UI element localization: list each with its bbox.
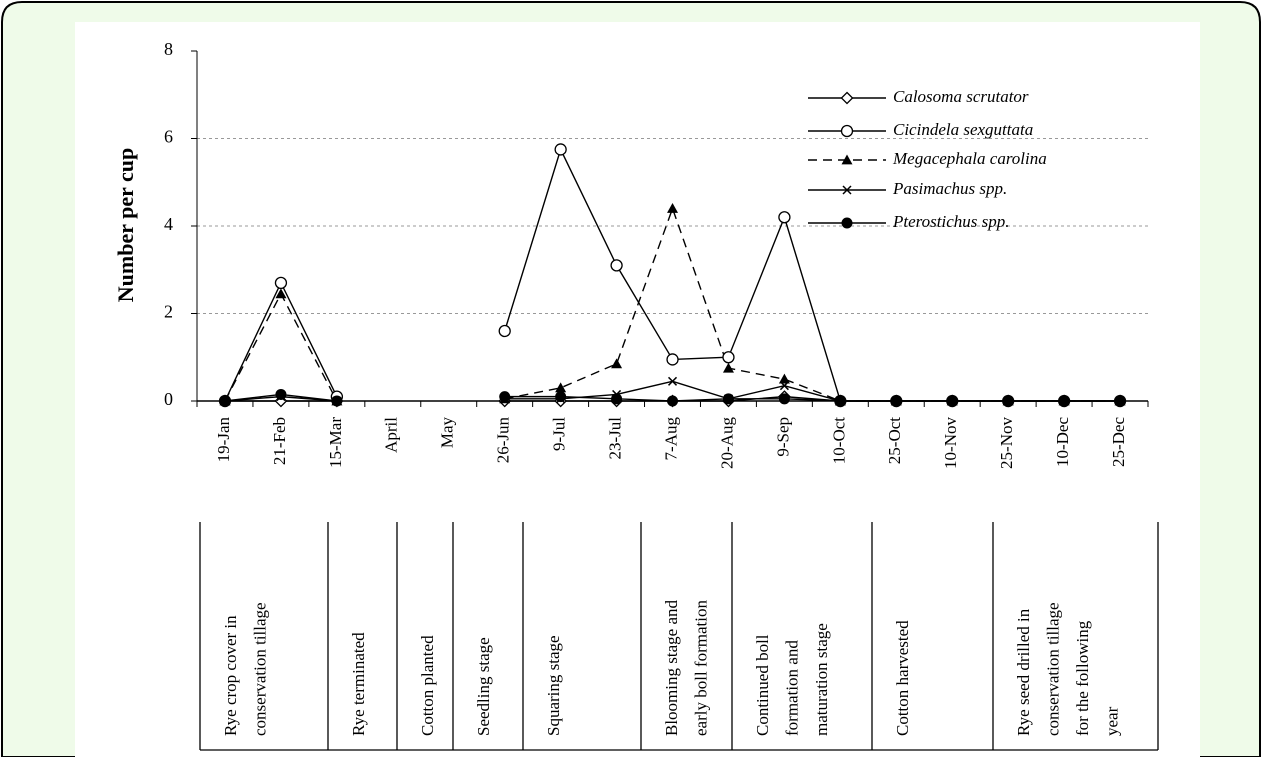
x-tick-label: 20-Aug: [717, 417, 736, 469]
y-tick-label: 2: [164, 302, 173, 322]
x-tick-label: 23-Jul: [605, 417, 624, 460]
marker: [1002, 395, 1014, 407]
marker: [667, 203, 679, 213]
marker: [219, 395, 231, 407]
marker: [722, 351, 735, 364]
x-tick-label: May: [438, 417, 457, 449]
marker: [274, 276, 288, 290]
marker: [554, 143, 567, 156]
x-tick-label: 7-Aug: [661, 417, 680, 461]
marker: [275, 388, 287, 400]
marker: [778, 373, 790, 384]
legend-marker: [840, 91, 854, 105]
marker: [498, 324, 511, 338]
marker: [667, 395, 679, 407]
stage-label: Continued boll: [753, 634, 772, 736]
marker: [722, 393, 734, 405]
y-tick-label: 6: [164, 127, 173, 147]
stage-label: Cotton harvested: [893, 620, 912, 736]
x-tick-label: 25-Nov: [997, 417, 1016, 469]
legend-marker: [840, 124, 854, 138]
stage-label: Blooming stage and: [662, 600, 681, 736]
x-tick-label: 10-Dec: [1053, 417, 1072, 467]
marker: [275, 288, 287, 299]
stage-label: Rye terminated: [349, 632, 368, 736]
marker: [611, 358, 623, 369]
legend-marker: [841, 154, 853, 165]
marker: [779, 381, 789, 391]
x-tick-label: 10-Oct: [829, 417, 848, 464]
marker: [1114, 395, 1126, 407]
marker: [778, 393, 790, 405]
x-tick-label: 26-Jun: [494, 417, 513, 464]
marker: [499, 391, 511, 403]
x-tick-label: April: [382, 417, 401, 453]
y-tick-label: 8: [164, 39, 173, 59]
marker: [555, 391, 567, 403]
x-tick-label: 15-Mar: [326, 417, 345, 468]
y-axis-label: Number per cup: [113, 148, 138, 302]
marker: [611, 393, 623, 405]
stage-label: formation and: [782, 640, 801, 736]
legend-label: Megacephala carolina: [892, 149, 1047, 168]
stage-label: Seedling stage: [474, 637, 493, 736]
legend-marker: [841, 217, 853, 229]
marker: [1058, 395, 1070, 407]
x-tick-label: 10-Nov: [941, 417, 960, 469]
stage-label: early boll formation: [691, 600, 710, 736]
legend-label: Calosoma scrutator: [893, 87, 1029, 106]
legend-label: Cicindela sexguttata: [893, 120, 1033, 139]
stage-label: year: [1102, 706, 1121, 736]
x-tick-label: 25-Dec: [1109, 417, 1128, 467]
stage-label: conservation tillage: [1043, 602, 1062, 736]
y-tick-label: 4: [164, 214, 173, 234]
stage-label: conservation tillage: [250, 602, 269, 736]
x-tick-label: 25-Oct: [885, 417, 904, 464]
marker: [555, 382, 567, 393]
marker: [610, 259, 623, 272]
legend-marker: [842, 185, 852, 195]
x-tick-label: 9-Sep: [773, 417, 792, 457]
marker: [722, 362, 734, 373]
x-tick-label: 9-Jul: [550, 417, 569, 451]
x-tick-label: 19-Jan: [214, 417, 233, 463]
marker: [890, 395, 902, 407]
legend-label: Pasimachus spp.: [892, 179, 1007, 198]
y-tick-label: 0: [164, 389, 173, 409]
marker: [778, 211, 791, 224]
marker: [667, 376, 678, 386]
stage-label: Squaring stage: [544, 635, 563, 736]
stage-label: maturation stage: [812, 623, 831, 736]
legend-label: Pterostichus spp.: [892, 212, 1009, 231]
marker: [834, 395, 846, 407]
stage-label: for the following: [1073, 620, 1092, 736]
stage-label: Rye seed drilled in: [1014, 608, 1033, 736]
marker: [331, 395, 343, 407]
marker: [946, 395, 958, 407]
x-tick-label: 21-Feb: [270, 417, 289, 465]
stage-label: Cotton planted: [418, 635, 437, 736]
marker: [666, 353, 679, 366]
stage-label: Rye crop cover in: [221, 615, 240, 736]
